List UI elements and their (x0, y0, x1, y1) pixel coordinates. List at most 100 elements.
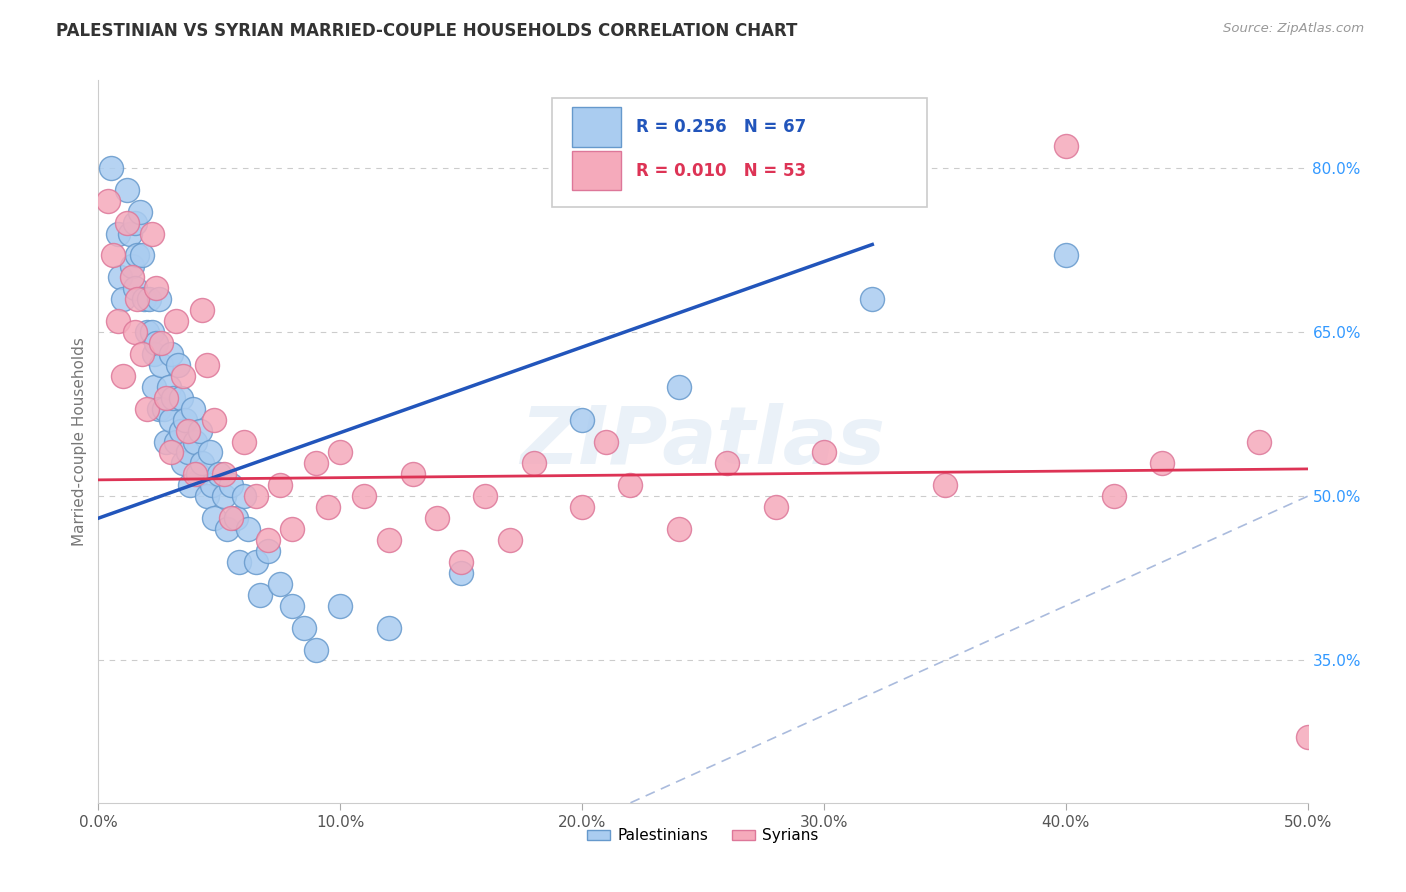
Point (165, 314, 187, 328)
Point (124, 216, 146, 230)
Point (232, 489, 254, 503)
Point (256, 544, 278, 558)
Point (111, 368, 134, 383)
Point (765, 500, 787, 515)
Point (281, 522, 304, 536)
Point (128, 204, 150, 219)
Point (111, 292, 134, 306)
Point (162, 391, 184, 405)
Text: ZIPatlas: ZIPatlas (520, 402, 886, 481)
Point (179, 478, 201, 492)
Point (174, 412, 197, 426)
Point (668, 380, 690, 394)
Point (305, 642, 328, 657)
Point (160, 412, 183, 426)
Point (127, 292, 149, 306)
Point (595, 434, 617, 449)
Point (208, 467, 231, 482)
Point (269, 577, 291, 591)
Text: PALESTINIAN VS SYRIAN MARRIED-COUPLE HOUSEHOLDS CORRELATION CHART: PALESTINIAN VS SYRIAN MARRIED-COUPLE HOU… (56, 22, 797, 40)
Point (191, 303, 214, 318)
Point (450, 566, 472, 580)
Point (377, 533, 399, 547)
Point (523, 457, 546, 471)
Point (165, 434, 187, 449)
Point (141, 325, 163, 339)
Point (187, 467, 209, 482)
Point (316, 500, 339, 515)
Point (204, 511, 226, 525)
Point (143, 380, 166, 394)
Point (221, 511, 243, 525)
Point (571, 500, 593, 515)
Point (474, 489, 496, 503)
Point (184, 434, 207, 449)
Point (212, 467, 235, 482)
Point (329, 599, 352, 613)
Point (160, 445, 183, 459)
Point (934, 478, 956, 492)
Point (329, 445, 352, 459)
Point (201, 478, 224, 492)
Point (155, 434, 177, 449)
Point (198, 445, 221, 459)
Point (1054, 139, 1077, 153)
Point (177, 424, 200, 438)
Point (195, 489, 218, 503)
Point (135, 401, 157, 416)
Point (148, 401, 170, 416)
Point (305, 457, 328, 471)
Point (141, 227, 163, 241)
FancyBboxPatch shape (572, 107, 621, 147)
Point (716, 457, 738, 471)
Point (281, 599, 304, 613)
Point (221, 478, 243, 492)
Text: Source: ZipAtlas.com: Source: ZipAtlas.com (1223, 22, 1364, 36)
Text: R = 0.256   N = 67: R = 0.256 N = 67 (637, 119, 807, 136)
Point (426, 511, 449, 525)
Point (212, 489, 235, 503)
Point (169, 391, 191, 405)
Point (188, 424, 211, 438)
Point (131, 347, 153, 361)
Point (117, 216, 139, 230)
Point (177, 445, 200, 459)
Point (195, 358, 218, 372)
Point (118, 227, 141, 241)
Point (256, 533, 278, 547)
Point (121, 260, 143, 274)
Point (124, 325, 146, 339)
Point (238, 522, 260, 536)
Point (292, 621, 315, 635)
Point (148, 292, 170, 306)
Point (108, 270, 131, 285)
Point (97, 194, 120, 208)
Point (150, 358, 173, 372)
Point (124, 281, 146, 295)
Point (107, 314, 129, 328)
Point (1249, 434, 1271, 449)
Point (1152, 457, 1174, 471)
Point (131, 248, 153, 262)
Point (145, 281, 167, 295)
Point (215, 522, 238, 536)
Point (172, 368, 194, 383)
Point (127, 248, 149, 262)
Point (450, 555, 472, 569)
Legend: Palestinians, Syrians: Palestinians, Syrians (581, 822, 825, 849)
Point (135, 325, 157, 339)
Point (377, 621, 399, 635)
Point (184, 467, 207, 482)
FancyBboxPatch shape (551, 98, 927, 207)
Point (228, 555, 250, 569)
Point (204, 412, 226, 426)
Point (225, 511, 247, 525)
Point (167, 358, 190, 372)
Point (107, 227, 129, 241)
Text: R = 0.010   N = 53: R = 0.010 N = 53 (637, 161, 807, 179)
Point (101, 248, 124, 262)
Point (145, 336, 167, 351)
Point (269, 478, 291, 492)
Point (353, 489, 375, 503)
Point (232, 434, 254, 449)
